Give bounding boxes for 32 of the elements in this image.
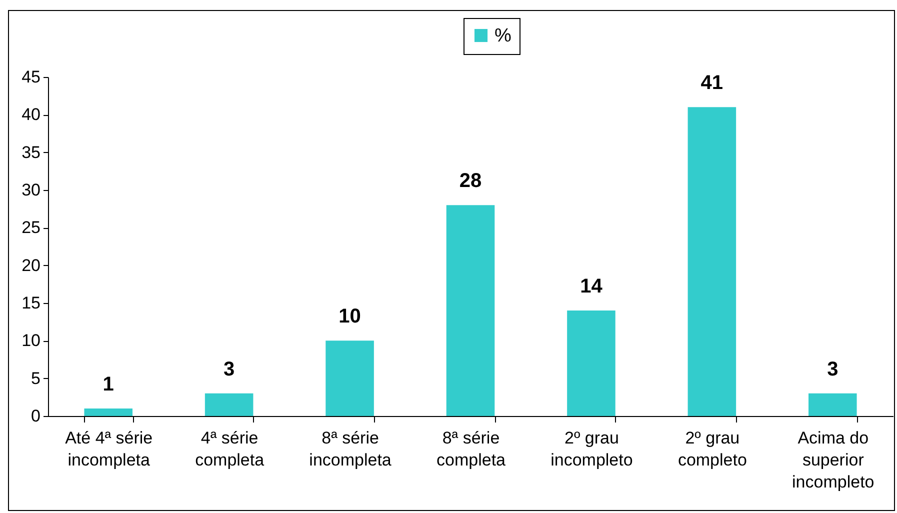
x-tick-label: 8ª série completa xyxy=(436,428,506,470)
legend-label: % xyxy=(494,26,512,46)
data-label: 41 xyxy=(700,72,724,94)
y-tick-label: 0 xyxy=(31,406,40,426)
x-tick-label: Até 4ª série incompleta xyxy=(65,428,153,470)
y-tick-label: 35 xyxy=(22,142,40,162)
data-label: 10 xyxy=(338,306,361,328)
bar xyxy=(567,310,616,416)
x-tick-label: 2º grau completo xyxy=(678,428,747,470)
x-tick-label: 4ª série completa xyxy=(195,428,265,470)
y-tick-label: 20 xyxy=(22,256,40,275)
bar xyxy=(84,408,132,416)
data-label: 28 xyxy=(459,170,482,192)
bar xyxy=(688,107,736,416)
data-label: 3 xyxy=(224,358,235,380)
data-label: 1 xyxy=(102,373,114,396)
x-tick-label: 8ª série incompleta xyxy=(309,428,392,470)
y-tick-label: 40 xyxy=(22,105,40,124)
y-tick-label: 25 xyxy=(22,218,40,238)
y-tick-label: 10 xyxy=(22,331,40,350)
data-label: 14 xyxy=(580,276,604,298)
bar xyxy=(446,205,495,416)
y-tick-label: 45 xyxy=(22,68,40,86)
y-tick-label: 15 xyxy=(22,294,40,312)
bar xyxy=(808,393,857,416)
y-tick-label: 30 xyxy=(22,180,40,200)
x-tick-label: 2º grau incompleto xyxy=(550,428,633,470)
bar xyxy=(204,393,254,416)
data-label: 3 xyxy=(827,358,838,380)
x-tick-label: Acima do superior incompleto xyxy=(792,428,874,492)
bar xyxy=(326,340,374,416)
y-tick-label: 5 xyxy=(31,368,40,388)
